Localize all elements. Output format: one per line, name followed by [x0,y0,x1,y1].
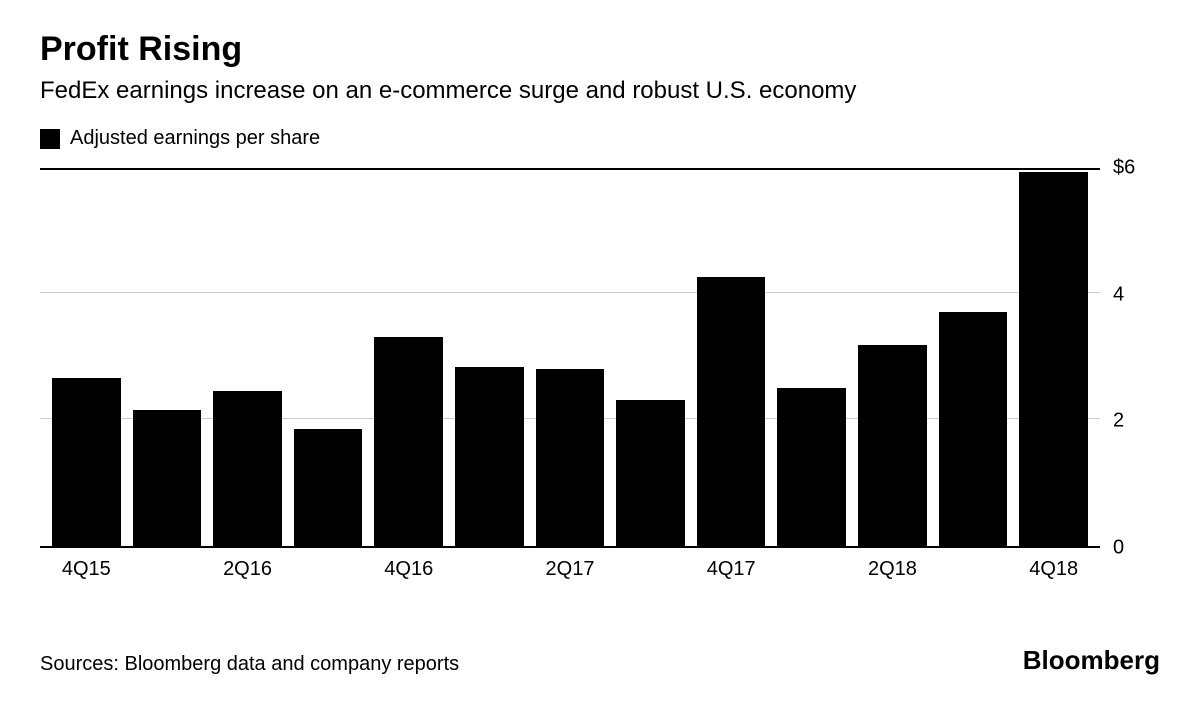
bar [374,337,443,546]
x-tick-label: 4Q18 [1029,558,1078,581]
chart-area: 024$6 4Q152Q164Q162Q174Q172Q184Q18 [40,168,1160,588]
source-text: Sources: Bloomberg data and company repo… [40,653,459,676]
y-tick-label: 4 [1113,283,1124,306]
x-tick-label: 4Q15 [62,558,111,581]
bar [213,391,282,546]
x-tick-label: 4Q17 [707,558,756,581]
bar [777,388,846,546]
x-tick-label: 4Q16 [384,558,433,581]
chart-footer: Sources: Bloomberg data and company repo… [40,645,1160,676]
bars-group [40,170,1100,546]
legend-label: Adjusted earnings per share [70,127,320,150]
bar [697,277,766,546]
plot-area [40,168,1100,548]
bar [858,345,927,546]
y-tick-label: 0 [1113,537,1124,560]
bar [294,429,363,546]
chart-container: Profit Rising FedEx earnings increase on… [0,0,1200,701]
y-tick-label: $6 [1113,157,1135,180]
x-axis: 4Q15 2Q16 4Q16 2Q17 4Q17 2Q18 4Q18 [40,558,1100,588]
y-axis: 024$6 [1105,168,1160,548]
legend: Adjusted earnings per share [40,127,1160,150]
bar [536,369,605,546]
legend-swatch [40,129,60,149]
chart-title: Profit Rising [40,30,1160,69]
bar [52,378,121,546]
bar [616,400,685,546]
bar [133,410,202,546]
x-tick-label: 2Q18 [868,558,917,581]
bar [939,312,1008,546]
y-tick-label: 2 [1113,410,1124,433]
bar [455,367,524,546]
x-tick-label: 2Q17 [546,558,595,581]
chart-subtitle: FedEx earnings increase on an e-commerce… [40,77,1160,105]
bar [1019,172,1088,546]
brand-logo: Bloomberg [1023,645,1160,676]
x-tick-label: 2Q16 [223,558,272,581]
